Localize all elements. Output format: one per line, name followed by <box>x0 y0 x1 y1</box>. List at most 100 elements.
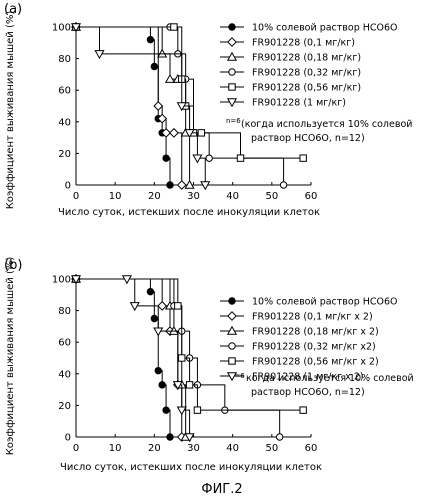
a-legend-label: FR901228 (0,1 мг/кг) <box>252 38 355 49</box>
b-legend-marker <box>228 357 236 365</box>
a-y-tick-label: 80 <box>58 54 71 65</box>
a-data-point <box>299 154 307 162</box>
b-data-point <box>299 406 307 414</box>
b-x-tick-label: 30 <box>187 443 200 454</box>
a-x-tick-label: 60 <box>305 191 318 202</box>
b-legend-marker <box>228 342 236 350</box>
b-series-line <box>76 278 304 411</box>
b-x-tick-label: 10 <box>109 443 122 454</box>
panel-b: (b) Коэффициент выживания мышей (%) Числ… <box>4 257 414 473</box>
a-y-tick-label: 60 <box>58 86 71 97</box>
b-x-tick-label: 0 <box>73 443 79 454</box>
a-x-tick-label: 10 <box>109 191 122 202</box>
b-y-tick-label: 40 <box>58 369 71 380</box>
a-data-point <box>161 127 171 138</box>
b-data-point <box>166 433 174 441</box>
a-data-point <box>164 73 176 83</box>
b-y-tick-label: 0 <box>65 433 71 444</box>
a-legend-item: 10% солевой раствор НСО6О <box>220 23 398 34</box>
a-x-tick-label: 50 <box>265 191 278 202</box>
b-x-tick-label: 40 <box>226 443 239 454</box>
a-data-point <box>94 50 105 60</box>
b-data-point <box>162 406 170 414</box>
a-x-tick-label: 20 <box>148 191 161 202</box>
a-data-point <box>200 181 211 191</box>
b-legend-item: FR901228 (0,32 мг/кг x2) <box>220 342 376 353</box>
a-x-tick-label: 0 <box>73 191 79 202</box>
a-legend-marker <box>226 51 238 61</box>
panel-a-xlabel: Число суток, истекших после инокуляции к… <box>58 207 320 218</box>
b-x-tick-label: 20 <box>148 443 161 454</box>
panel-a-ylabel: Коэффициент выживания мышей (%) <box>5 11 16 210</box>
b-data-point <box>129 302 140 312</box>
b-legend-item: FR901228 (0,1 мг/кг x 2) <box>220 311 373 323</box>
a-series-1 <box>71 22 187 190</box>
a-y-tick-label: 0 <box>65 181 71 192</box>
b-legend-item: 10% солевой раствор НСО6О <box>220 297 398 308</box>
a-legend-label: FR901228 (1 мг/кг) <box>252 98 346 109</box>
b-legend-label: FR901228 (0,56 мг/кг x 2) <box>252 357 379 368</box>
b-legend-item: FR901228 (0,18 мг/кг x 2) <box>220 325 379 338</box>
b-data-point <box>121 275 132 285</box>
a-data-point <box>192 154 203 164</box>
b-legend-label: FR901228 (1 мг/кг x 2) <box>252 372 364 383</box>
a-y-tick-label: 100 <box>52 23 71 34</box>
a-data-point <box>205 154 213 162</box>
b-legend-marker <box>228 297 236 305</box>
a-legend-label: FR901228 (0,32 мг/кг) <box>252 68 361 79</box>
panel-b-ylabel: Коэффициент выживания мышей (%) <box>5 257 16 456</box>
b-legend-label: FR901228 (0,32 мг/кг x2) <box>252 342 376 353</box>
b-data-point <box>193 406 202 414</box>
panel-a-note-prefix: n=6 <box>226 117 241 125</box>
b-data-point <box>158 381 166 389</box>
b-data-point <box>154 366 162 375</box>
a-data-point <box>162 154 170 162</box>
panel-b-xlabel: Число суток, истекших после инокуляции к… <box>60 462 322 473</box>
a-data-point <box>184 179 195 189</box>
a-legend-item: FR901228 (0,56 мг/кг) <box>220 83 361 94</box>
b-series-1 <box>71 274 187 442</box>
a-data-point <box>169 127 179 138</box>
a-legend-item: FR901228 (0,18 мг/кг) <box>220 51 361 64</box>
b-y-tick-label: 80 <box>58 306 71 317</box>
b-data-point <box>172 381 183 391</box>
b-data-point <box>184 433 195 443</box>
a-legend-item: FR901228 (0,32 мг/кг) <box>220 68 361 79</box>
a-series-5 <box>70 23 211 191</box>
b-x-tick-label: 60 <box>305 443 318 454</box>
panel-b-note-line1: когда используется 10% солевой <box>246 373 414 384</box>
a-series-2 <box>70 21 195 189</box>
a-legend-label: 10% солевой раствор НСО6О <box>252 23 398 34</box>
b-y-tick-label: 20 <box>58 401 71 412</box>
b-data-point <box>275 433 284 441</box>
b-legend-marker <box>227 311 237 321</box>
a-legend-item: FR901228 (1 мг/кг) <box>220 98 346 109</box>
a-data-point <box>176 180 187 190</box>
b-data-point <box>150 314 159 323</box>
b-data-point <box>174 302 182 310</box>
a-data-point <box>170 23 178 31</box>
a-data-point <box>146 35 155 44</box>
panel-b-note-line2: раствор НСО6О, n=12) <box>251 387 365 398</box>
b-data-point <box>157 300 168 311</box>
b-legend-item: FR901228 (0,56 мг/кг x 2) <box>220 357 379 368</box>
a-data-point <box>166 181 174 189</box>
a-legend-label: FR901228 (0,18 мг/кг) <box>252 53 361 64</box>
b-x-tick-label: 50 <box>265 443 278 454</box>
b-legend-label: FR901228 (0,1 мг/кг x 2) <box>252 312 373 323</box>
b-data-point <box>146 287 155 296</box>
panel-a: (a) Коэффициент выживания мышей (%) Числ… <box>4 2 412 218</box>
a-y-tick-label: 40 <box>58 117 71 128</box>
a-legend-marker <box>228 23 236 31</box>
a-legend-item: FR901228 (0,1 мг/кг) <box>220 37 355 49</box>
a-legend-marker <box>227 37 237 47</box>
a-legend-marker <box>228 68 236 76</box>
b-data-point <box>176 406 187 416</box>
a-data-point <box>197 129 206 137</box>
a-legend-label: FR901228 (0,56 мг/кг) <box>252 83 361 94</box>
a-x-tick-label: 30 <box>187 191 200 202</box>
b-series-line <box>76 278 171 437</box>
a-data-point <box>279 181 288 189</box>
b-legend-marker <box>226 372 238 382</box>
a-data-point <box>150 62 159 71</box>
